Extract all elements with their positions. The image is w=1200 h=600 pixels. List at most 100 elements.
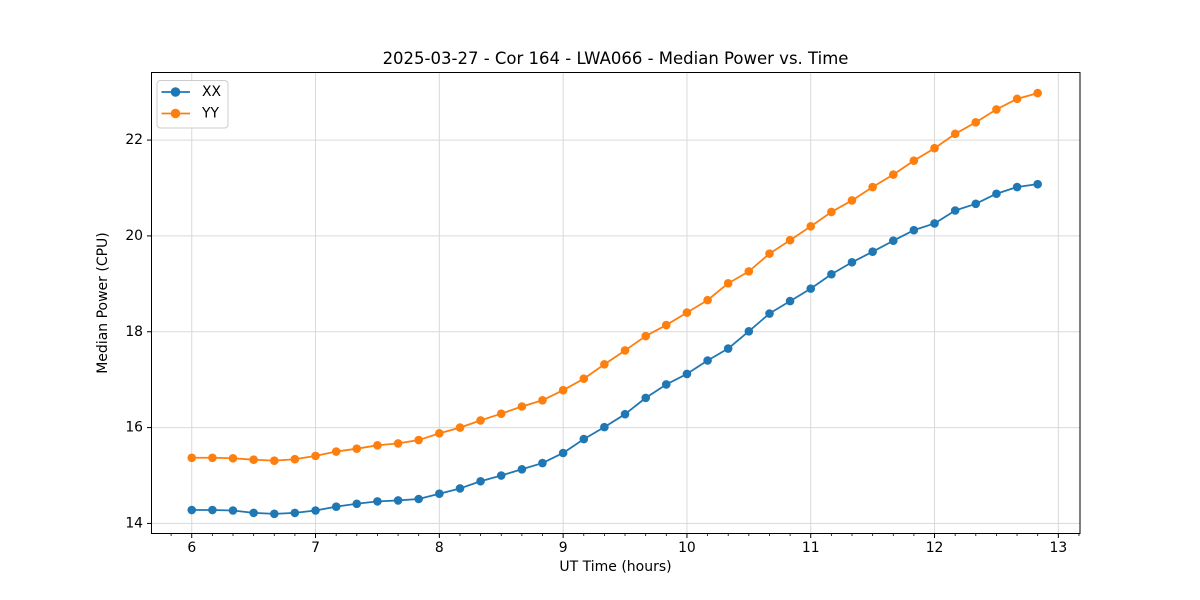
series-xx-marker xyxy=(249,508,258,518)
series-xx-marker xyxy=(827,269,836,279)
series-xx-marker xyxy=(228,506,238,515)
y-tick-label: 16 xyxy=(125,420,143,436)
series-yy-marker xyxy=(992,105,1001,114)
series-yy-line xyxy=(190,92,1039,462)
y-tick-label: 22 xyxy=(125,132,143,148)
series-xx-marker xyxy=(661,380,671,389)
series-yy-marker xyxy=(661,320,671,330)
series-yy-marker xyxy=(352,444,362,453)
series-yy-marker xyxy=(950,129,960,139)
series-yy-marker xyxy=(785,235,795,245)
series-xx-marker xyxy=(1012,182,1022,192)
series-yy-marker xyxy=(765,249,774,258)
series-yy-marker xyxy=(393,439,403,448)
legend-yy-marker xyxy=(170,108,181,119)
series-yy-marker xyxy=(703,295,712,305)
x-axis-label: UT Time (hours) xyxy=(559,559,672,575)
x-tick-label: 10 xyxy=(678,540,696,556)
series-xx-marker xyxy=(270,509,279,519)
x-tick-label: 8 xyxy=(435,540,444,556)
series-yy-marker xyxy=(1033,88,1042,98)
series-yy-marker xyxy=(620,346,630,355)
series-xx-marker xyxy=(579,434,589,444)
chart-title: 2025-03-27 - Cor 164 - LWA066 - Median P… xyxy=(382,49,849,68)
series-yy-marker xyxy=(641,331,651,341)
series-xx-marker xyxy=(352,499,362,509)
series-yy-marker xyxy=(414,435,423,445)
series-xx-marker xyxy=(950,206,960,215)
series-yy-marker xyxy=(682,308,692,317)
legend-xx-label: XX xyxy=(202,84,222,100)
series-xx-marker xyxy=(538,458,547,468)
series-xx-marker xyxy=(703,356,712,365)
series-yy-marker xyxy=(600,360,609,369)
series-yy-marker xyxy=(455,423,465,432)
y-tick-label: 18 xyxy=(125,324,143,340)
y-tick-label: 14 xyxy=(125,515,143,531)
series-xx-marker xyxy=(682,369,692,379)
series-xx-marker xyxy=(641,393,651,403)
series-yy-marker xyxy=(331,447,341,456)
series-xx-marker xyxy=(393,496,403,505)
series-xx-marker xyxy=(455,484,465,493)
series-yy-marker xyxy=(868,182,877,192)
series-yy-marker xyxy=(538,395,547,405)
series-yy-marker xyxy=(744,267,754,276)
x-tick-label: 11 xyxy=(802,540,820,556)
series-xx-marker xyxy=(620,409,630,419)
x-tick-label: 7 xyxy=(311,540,320,556)
series-yy-marker xyxy=(208,453,217,463)
series-yy-marker xyxy=(558,385,568,395)
series-yy-marker xyxy=(827,207,836,217)
series-xx-marker xyxy=(785,296,795,306)
x-tick-label: 12 xyxy=(926,540,944,556)
series-xx-marker xyxy=(806,284,816,293)
series-yy-marker xyxy=(270,456,279,465)
series-yy-marker xyxy=(579,374,589,384)
series-xx-marker xyxy=(909,225,919,235)
x-tick-label: 6 xyxy=(187,540,196,556)
legend-yy-label: YY xyxy=(201,106,219,122)
series-xx-marker xyxy=(723,344,733,353)
series-xx-marker xyxy=(414,494,423,504)
series-xx-marker xyxy=(889,236,898,246)
series-xx-marker xyxy=(208,505,217,515)
x-tick-label: 13 xyxy=(1049,540,1067,556)
series-yy-marker xyxy=(373,441,382,450)
series-xx-marker xyxy=(992,189,1001,199)
series-yy-marker xyxy=(909,156,919,165)
series-xx-marker xyxy=(847,257,857,267)
series-xx-marker xyxy=(311,506,320,515)
series-yy-marker xyxy=(476,416,485,425)
series-xx-marker xyxy=(868,247,877,257)
series-xx-marker xyxy=(331,502,341,511)
series-xx-marker xyxy=(373,497,382,506)
series-xx-marker xyxy=(476,476,485,486)
series-xx-marker xyxy=(290,508,300,518)
series-yy-marker xyxy=(517,402,527,411)
plot-border xyxy=(151,72,1081,534)
series-xx-marker xyxy=(435,489,444,499)
y-tick-label: 20 xyxy=(125,228,143,244)
series-xx-marker xyxy=(765,309,774,318)
series-yy-marker xyxy=(187,453,197,463)
series-yy-marker xyxy=(1012,94,1022,104)
series-xx-marker xyxy=(744,326,754,336)
series-yy-marker xyxy=(889,170,898,179)
series-xx-marker xyxy=(1033,179,1042,189)
series-xx-marker xyxy=(971,199,981,209)
series-yy-marker xyxy=(930,143,939,153)
series-yy-marker xyxy=(723,279,733,288)
series-xx-marker xyxy=(930,219,939,228)
series-yy-marker xyxy=(847,196,857,205)
series-yy-marker xyxy=(290,454,300,464)
series-yy-marker xyxy=(228,453,238,463)
series-yy-marker xyxy=(435,429,444,438)
series-yy-marker xyxy=(971,118,981,127)
series-xx-line xyxy=(190,183,1039,515)
series-yy-marker xyxy=(249,455,258,465)
series-xx-marker xyxy=(600,422,609,432)
y-axis-label-text: Median Power (CPU) xyxy=(95,232,111,374)
legend-xx-marker xyxy=(170,87,181,97)
